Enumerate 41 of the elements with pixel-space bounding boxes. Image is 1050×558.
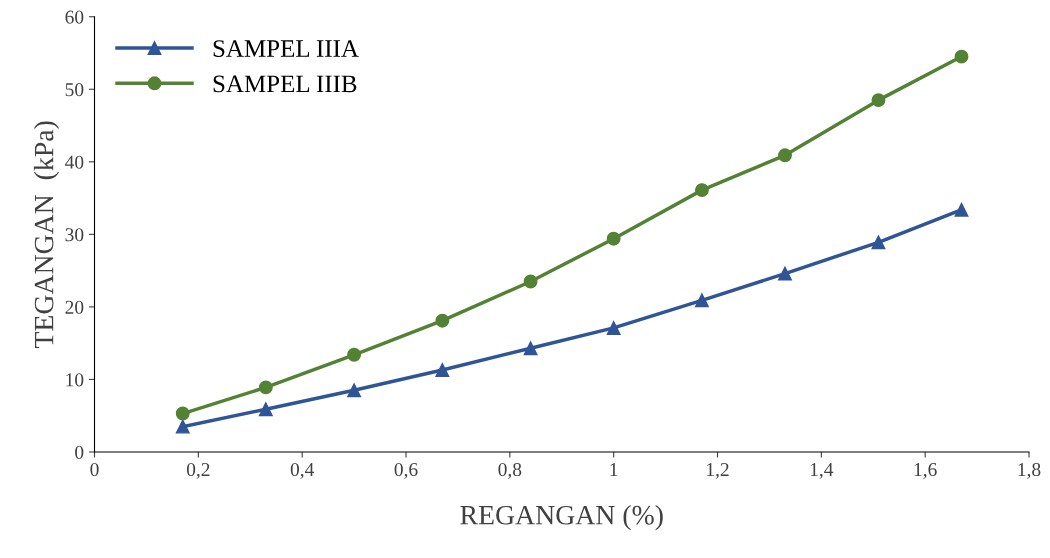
point: [435, 313, 450, 328]
x-tick-label: 0,4: [290, 462, 315, 479]
legend-label: SAMPEL IIIA: [213, 40, 359, 57]
x-tick-label: 0,2: [186, 462, 210, 479]
legend-label: SAMPEL IIIB: [213, 75, 357, 93]
point: [175, 419, 190, 434]
point: [175, 406, 190, 421]
point: [778, 148, 792, 163]
point: [258, 402, 273, 417]
point: [523, 274, 538, 289]
y-tick-label: 0: [75, 445, 84, 459]
point: [694, 183, 709, 198]
x-axis-title: REGANGAN (%): [460, 505, 663, 531]
point: [778, 266, 792, 281]
point: [258, 380, 273, 395]
x-tick-label: 0,6: [394, 462, 418, 479]
y-tick-label: 30: [65, 228, 84, 242]
y-tick-label: 60: [65, 10, 84, 24]
point: [871, 235, 886, 250]
point: [694, 293, 709, 308]
x-tick-label: 1,8: [1018, 462, 1041, 479]
y-tick-label: 20: [65, 300, 84, 314]
x-tick-label: 0: [90, 462, 99, 477]
y-tick-label: 10: [66, 373, 84, 387]
y-tick-label: 40: [65, 155, 84, 169]
point: [347, 383, 362, 398]
point: [606, 320, 621, 335]
point: [871, 93, 886, 108]
x-tick-label: 1,2: [707, 463, 729, 479]
point: [606, 231, 621, 246]
x-tick-label: 1: [610, 463, 618, 476]
y-tick-label: 50: [65, 83, 84, 97]
y-axis-title: TEGANGAN (kPa): [33, 121, 60, 349]
point: [435, 363, 450, 377]
x-tick-label: 1,6: [914, 463, 937, 479]
point: [954, 49, 969, 64]
x-tick-label: 1,4: [810, 463, 834, 479]
x-tick-label: 0,8: [498, 462, 522, 479]
point: [954, 202, 969, 217]
point: [347, 347, 362, 362]
point: [523, 341, 538, 356]
